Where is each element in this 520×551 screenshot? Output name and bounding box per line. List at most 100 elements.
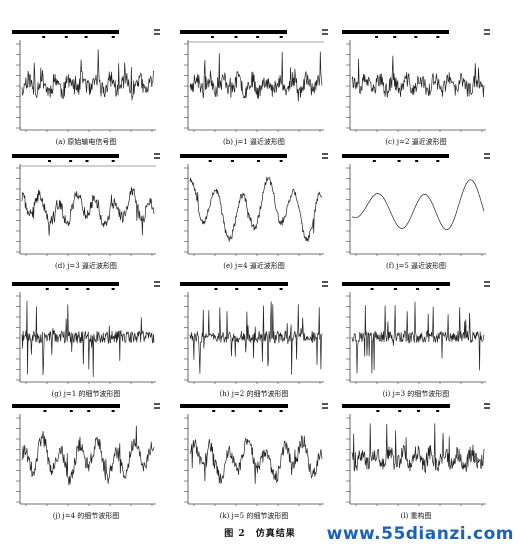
header-mark xyxy=(257,160,261,162)
waveform-plot xyxy=(342,281,490,384)
header-bar xyxy=(180,154,287,158)
waveform-plot xyxy=(12,29,160,132)
waveform-trace xyxy=(351,55,485,98)
legend-mark xyxy=(322,153,328,155)
header-mark xyxy=(86,288,90,290)
figure-title: 图 2 仿真结果 xyxy=(224,529,296,539)
legend-mark xyxy=(154,281,160,283)
header-mark xyxy=(84,36,88,38)
header-bar xyxy=(12,154,119,158)
legend-mark xyxy=(484,403,490,405)
waveform-trace xyxy=(21,187,155,236)
legend-mark xyxy=(484,285,490,287)
legend-mark xyxy=(322,29,328,31)
legend-mark xyxy=(154,403,160,405)
header-mark xyxy=(65,288,69,290)
header-mark xyxy=(257,288,261,290)
panel-caption: (e) j=4 逼近波形图 xyxy=(223,262,285,270)
panel-caption: (c) j=2 逼近波形图 xyxy=(385,138,447,146)
site-watermark[interactable]: www.55dianzi.com xyxy=(326,524,514,544)
header-mark xyxy=(256,36,260,38)
legend-mark xyxy=(484,33,490,35)
header-mark xyxy=(414,36,418,38)
header-mark xyxy=(436,410,440,412)
header-bar xyxy=(180,282,288,286)
header-bar xyxy=(342,30,449,34)
waveform-plot xyxy=(180,153,328,256)
header-mark xyxy=(47,160,51,162)
panel-l: (l) 重构图 xyxy=(340,402,492,522)
legend-mark xyxy=(154,285,160,287)
header-mark xyxy=(69,410,73,412)
header-mark xyxy=(258,410,262,412)
panel-i: (i) j=3 的细节波形图 xyxy=(340,280,492,400)
header-mark xyxy=(234,36,238,38)
waveform-trace xyxy=(189,176,323,242)
waveform-trace xyxy=(189,301,323,375)
legend-mark xyxy=(154,157,160,159)
panel-caption: (k) j=5 的细节波形图 xyxy=(219,512,289,520)
header-mark xyxy=(416,288,420,290)
panel-a: (a) 原始输电信号图 xyxy=(10,28,162,148)
waveform-plot xyxy=(180,403,328,506)
header-bar xyxy=(342,154,449,158)
header-mark xyxy=(279,160,283,162)
figure-grid: (a) 原始输电信号图 (b) j=1 逼近波形图 (c) j=2 逼近波形图 … xyxy=(10,28,492,522)
header-mark xyxy=(436,36,440,38)
header-mark xyxy=(235,288,239,290)
header-mark xyxy=(43,410,47,412)
header-mark xyxy=(375,36,379,38)
panel-c: (c) j=2 逼近波形图 xyxy=(340,28,492,148)
header-bar xyxy=(12,282,119,286)
waveform-plot xyxy=(180,281,328,384)
panel-caption: (b) j=1 逼近波形图 xyxy=(223,138,285,146)
header-bar xyxy=(342,282,450,286)
waveform-plot xyxy=(180,29,328,132)
panel-d: (d) j=3 逼近波形图 xyxy=(10,152,162,272)
waveform-trace xyxy=(351,301,485,374)
legend-mark xyxy=(322,281,328,283)
header-bar xyxy=(342,404,450,408)
panel-caption: (j) j=4 的细节波形图 xyxy=(52,512,120,520)
waveform-trace xyxy=(21,300,155,378)
header-mark xyxy=(436,288,440,290)
header-mark xyxy=(436,160,440,162)
header-mark xyxy=(393,36,397,38)
waveform-trace xyxy=(351,423,485,474)
header-mark xyxy=(87,410,91,412)
waveform-trace xyxy=(21,49,155,101)
panel-k: (k) j=5 的细节波形图 xyxy=(178,402,330,522)
header-bar xyxy=(12,30,119,34)
waveform-plot xyxy=(342,153,490,256)
header-mark xyxy=(45,288,49,290)
header-mark xyxy=(279,288,283,290)
header-mark xyxy=(212,410,216,412)
header-mark xyxy=(372,160,376,162)
header-bar xyxy=(12,404,120,408)
header-bar xyxy=(180,404,288,408)
header-mark xyxy=(279,36,283,38)
header-mark xyxy=(398,410,402,412)
panel-caption: (a) 原始输电信号图 xyxy=(55,138,117,146)
legend-mark xyxy=(484,407,490,409)
legend-mark xyxy=(322,403,328,405)
legend-mark xyxy=(154,29,160,31)
legend-mark xyxy=(484,153,490,155)
waveform-trace xyxy=(351,179,485,231)
legend-mark xyxy=(154,407,160,409)
header-mark xyxy=(230,160,234,162)
header-mark xyxy=(376,410,380,412)
legend-mark xyxy=(484,157,490,159)
header-mark xyxy=(64,36,68,38)
waveform-trace xyxy=(21,425,155,486)
waveform-plot xyxy=(12,281,160,384)
legend-mark xyxy=(484,29,490,31)
header-mark xyxy=(210,36,214,38)
header-mark xyxy=(416,410,420,412)
waveform-plot xyxy=(12,153,160,256)
header-mark xyxy=(397,160,401,162)
panel-caption: (l) 重构图 xyxy=(400,512,432,520)
legend-mark xyxy=(322,285,328,287)
header-mark xyxy=(111,160,115,162)
legend-mark xyxy=(322,407,328,409)
